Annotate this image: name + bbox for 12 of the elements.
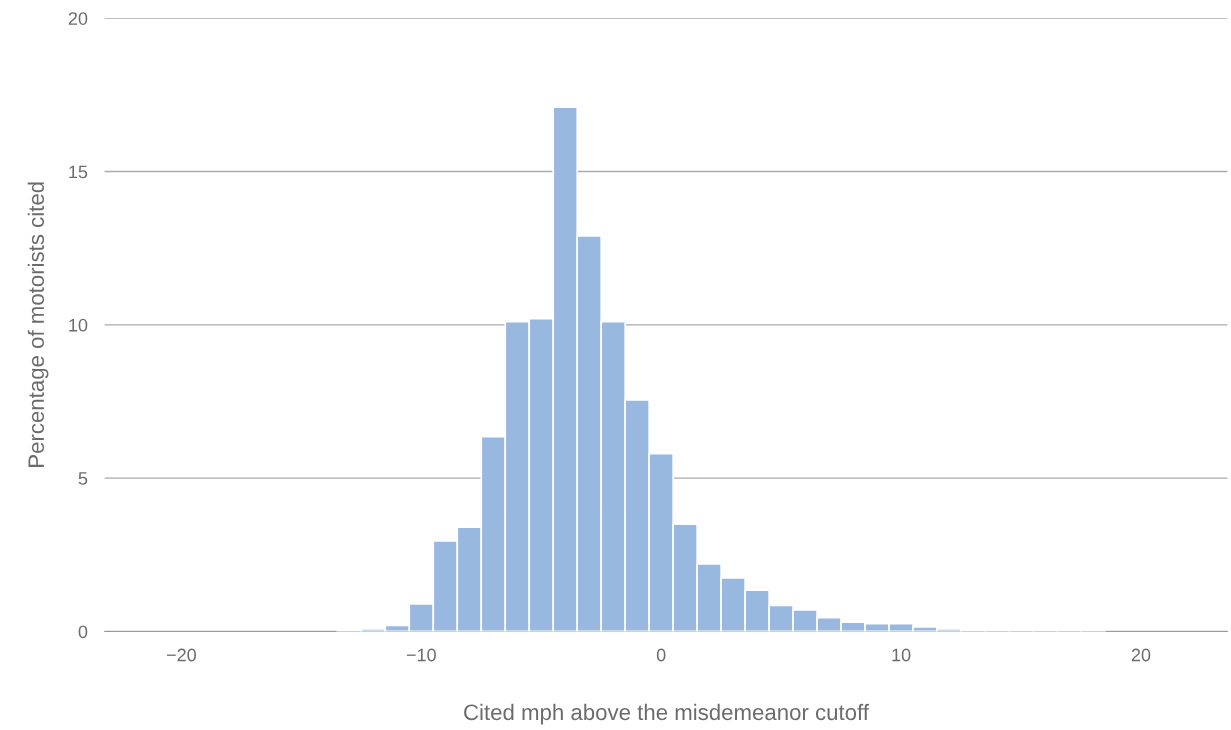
- y-tick-label: 0: [78, 625, 88, 639]
- x-axis-title: Cited mph above the misdemeanor cutoff: [464, 703, 870, 725]
- x-tick-label: −10: [406, 648, 436, 662]
- y-tick-label: 15: [69, 165, 88, 179]
- y-tick-label: 20: [68, 12, 88, 25]
- x-tick-label: 10: [892, 648, 911, 662]
- x-tick-label: −20: [166, 648, 197, 662]
- y-tick-label: 5: [78, 472, 88, 485]
- y-axis-title: Percentage of motorists cited: [27, 182, 49, 467]
- x-tick-label: 20: [1131, 648, 1151, 662]
- x-tick-label: 0: [656, 648, 666, 662]
- y-tick-label: 10: [69, 318, 88, 332]
